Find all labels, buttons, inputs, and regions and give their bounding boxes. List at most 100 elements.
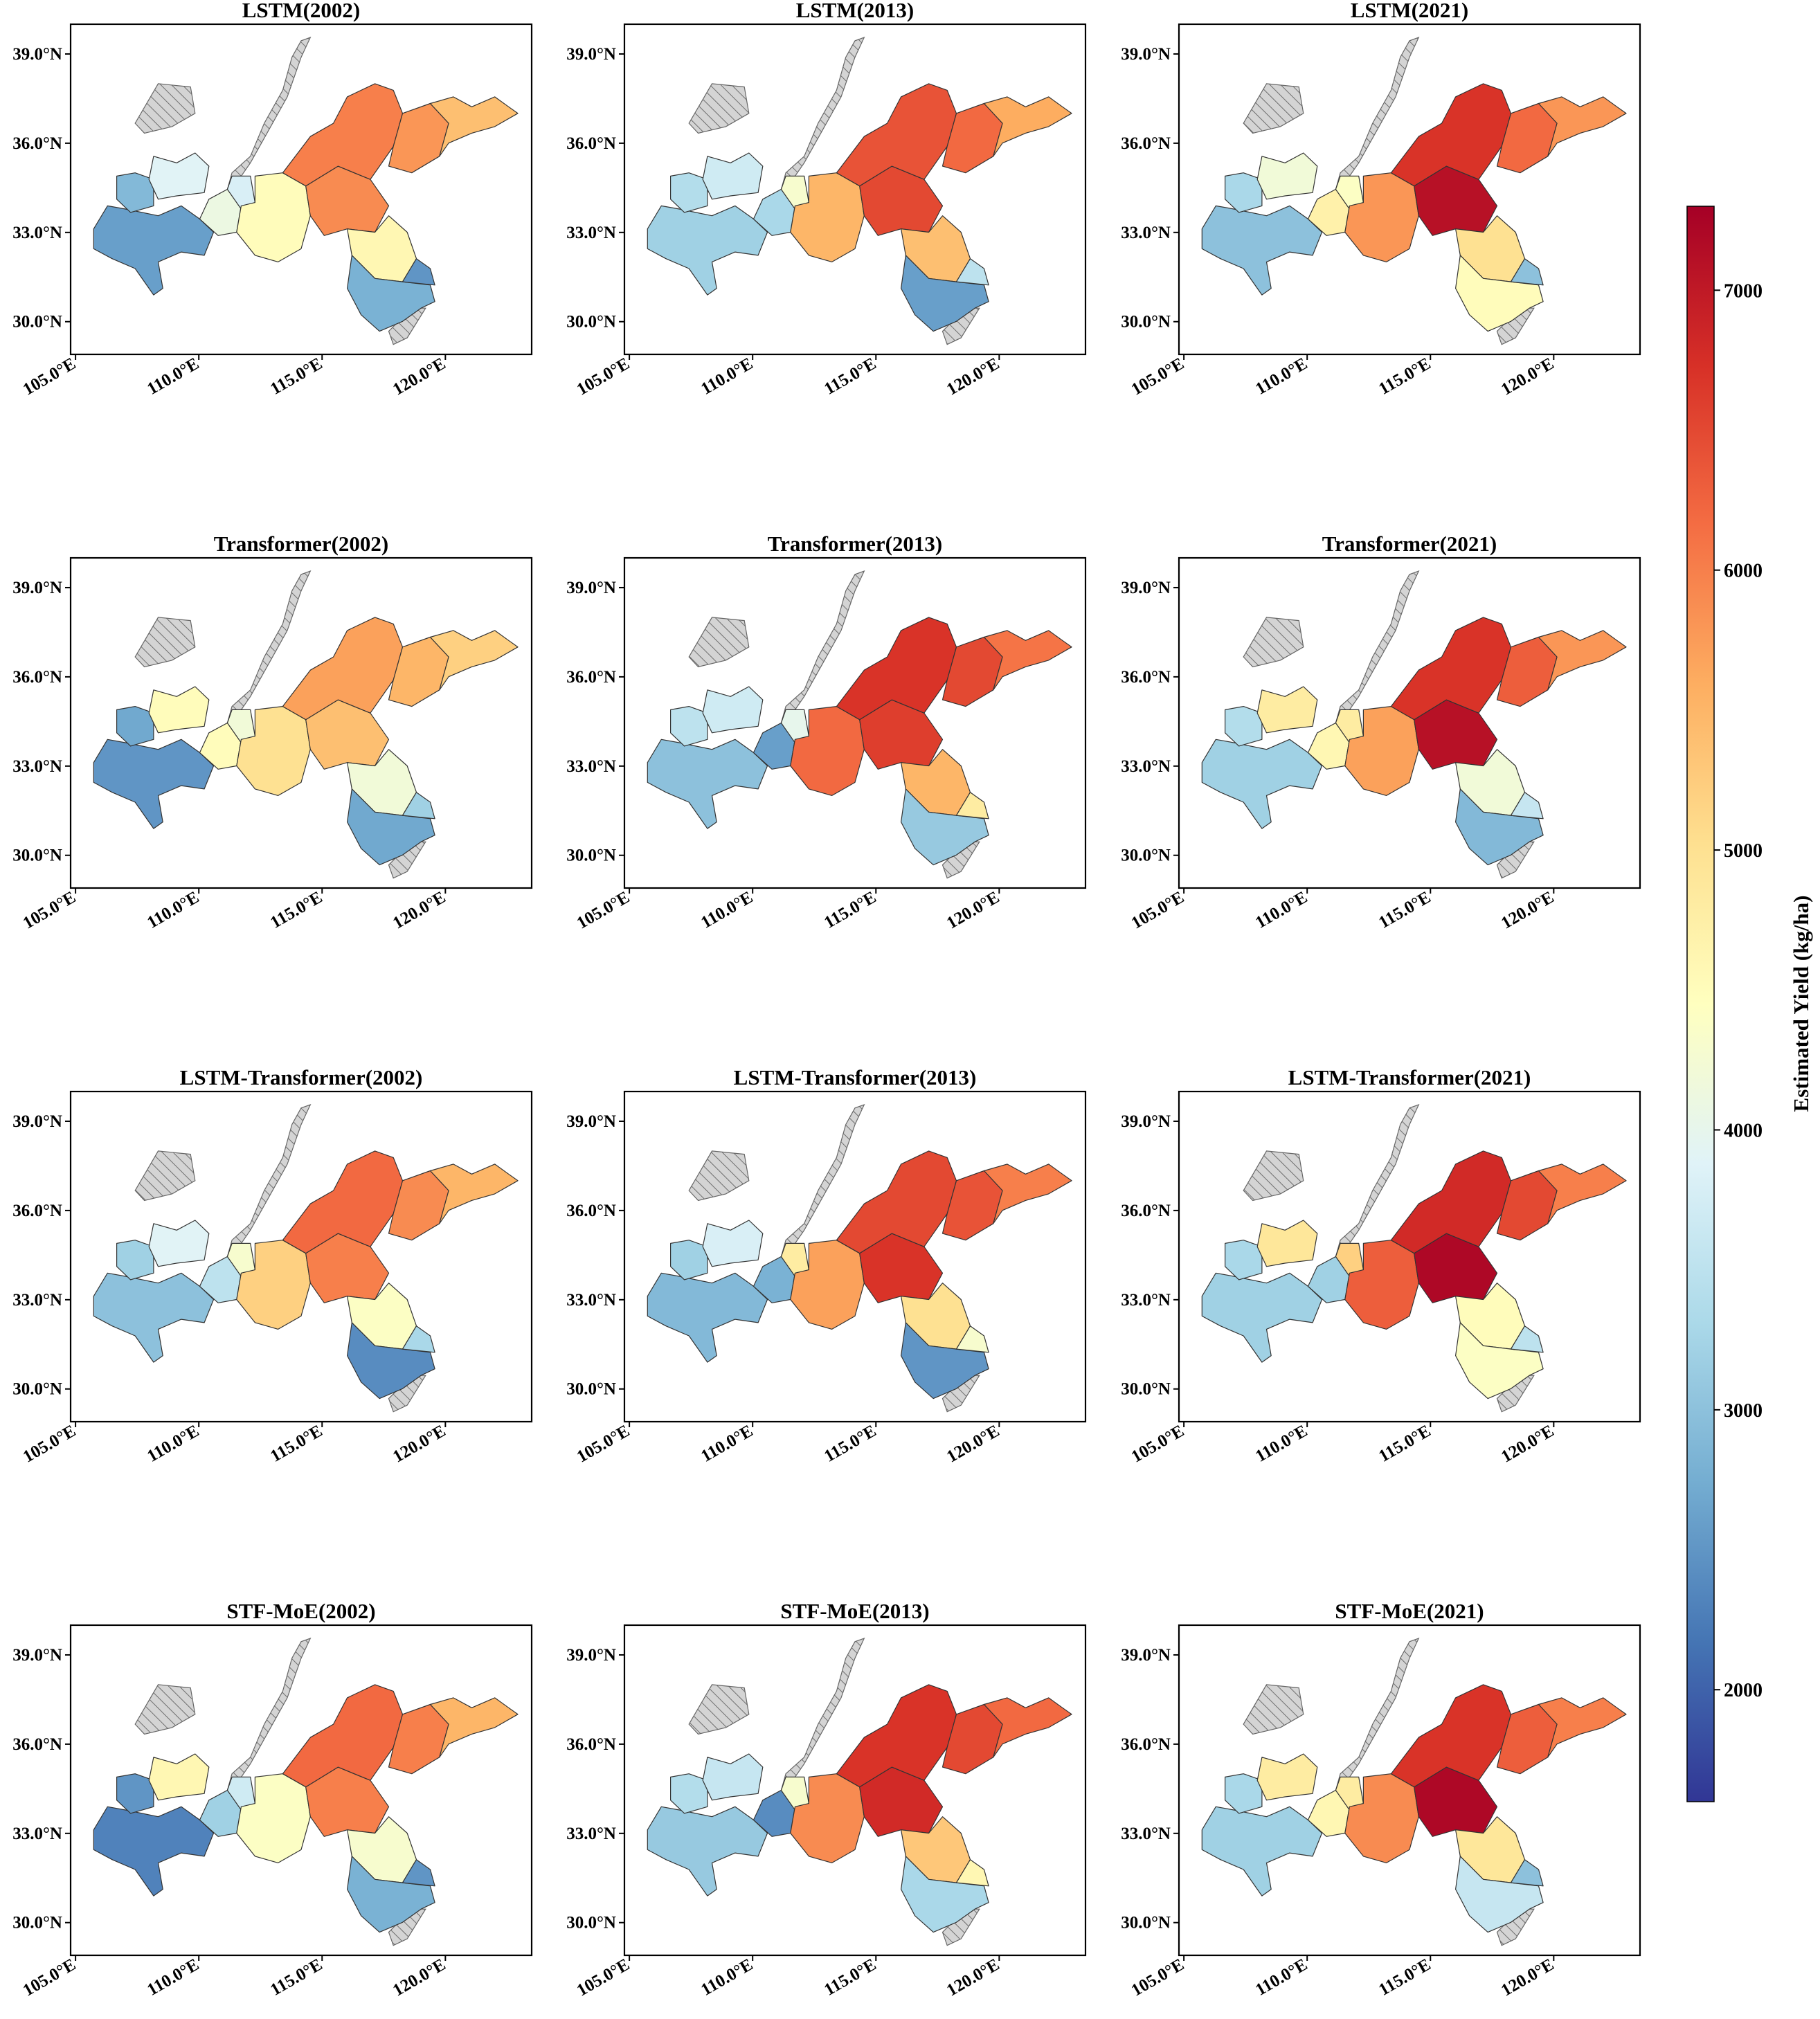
panel-title: LSTM-Transformer(2013) [734,1065,977,1089]
lon-tick-label: 110.0°E [144,1422,202,1466]
panel-title: Transformer(2002) [214,532,389,556]
lat-tick-label: 30.0°N [1121,1380,1171,1399]
region-west-sliver [116,705,154,747]
region-south-core [347,255,435,332]
region-east-peninsula [429,1697,519,1758]
lon-tick-label: 110.0°E [1252,1955,1310,2000]
no-data-region [1243,617,1304,668]
lat-tick-label: 36.0°N [566,668,616,687]
no-data-region [1243,1684,1304,1735]
lat-tick-label: 33.0°N [566,757,616,776]
panel-title: LSTM(2021) [1351,0,1469,22]
lon-tick-label: 105.0°E [1128,354,1187,399]
lon-tick-label: 115.0°E [1376,1955,1434,2000]
region-south-tip [955,1325,989,1353]
region-north-plain [836,83,957,187]
panels-grid: LSTM(2002) 39.0°N 36.0°N 33.0°N 30.0°N 105.0°… [12,0,1641,2000]
colorbar-tick-label: 6000 [1724,561,1763,582]
map-frame [623,1090,1087,1423]
region-north-strip [1256,152,1318,200]
region-connector [780,175,810,210]
map-panel: LSTM(2021) 39.0°N 36.0°N 33.0°N 30.0°N 105.0°… [1121,0,1641,399]
lat-tick-label: 33.0°N [1121,1291,1171,1310]
colorbar-tick-label: 4000 [1724,1120,1763,1141]
region-north-plain [1390,1684,1512,1788]
lat-tick-label: 30.0°N [566,313,616,332]
region-south-tip [1510,1325,1544,1353]
map-frame [623,556,1087,889]
region-north-plain [282,83,404,187]
lat-tick-label: 30.0°N [566,1914,616,1932]
region-east-peninsula [983,1164,1072,1224]
region-connector [226,709,255,743]
lon-tick-label: 105.0°E [1128,888,1187,933]
map-panel: Transformer(2013) 39.0°N 36.0°N 33.0°N 30.0°… [566,532,1087,933]
region-west-sliver [669,1773,708,1814]
lon-tick-label: 105.0°E [20,888,79,933]
region-west [1201,205,1323,296]
lat-tick-label: 39.0°N [566,579,616,597]
lon-tick-label: 110.0°E [698,1955,756,2000]
region-east-peninsula [429,96,519,157]
lat-tick-label: 39.0°N [566,45,616,64]
lat-tick-label: 36.0°N [566,134,616,153]
region-south-core [900,1322,989,1400]
map-frame [1178,556,1641,889]
region-south-core [1455,788,1544,866]
lon-tick-label: 120.0°E [390,888,449,933]
region-west-sliver [1224,1240,1263,1280]
region-south-tip [955,1859,989,1887]
no-data-region [1243,1150,1304,1202]
region-east-peninsula [1538,96,1627,157]
region-south-core [900,788,989,866]
region-south-tip [955,258,989,286]
region-south-core [900,1856,989,1933]
region-north-strip [148,1753,210,1801]
region-north-plain [836,1150,957,1254]
region-connector [780,1776,810,1811]
lon-tick-label: 105.0°E [1128,1422,1187,1467]
lon-tick-label: 110.0°E [144,354,202,399]
lat-tick-label: 39.0°N [1121,45,1171,64]
panel-title: Transformer(2021) [1322,532,1497,556]
lon-tick-label: 120.0°E [1498,888,1557,933]
region-north-strip [702,1753,764,1801]
lon-tick-label: 105.0°E [20,1422,79,1467]
lat-tick-label: 39.0°N [12,1112,62,1131]
region-south-core [1455,1322,1544,1400]
region-south-tip [402,1859,435,1887]
map-panel: STF-MoE(2013) 39.0°N 36.0°N 33.0°N 30.0°N 105… [566,1599,1087,2000]
region-west [93,739,215,829]
region-north-strip [1256,1220,1318,1267]
region-north-strip [702,1220,764,1267]
no-data-region [134,83,196,134]
map-frame [69,23,533,356]
region-south-tip [402,792,435,820]
region-east-peninsula [1538,1697,1627,1758]
lat-tick-label: 36.0°N [12,668,62,687]
no-data-region [134,617,196,668]
region-south-core [1455,255,1544,332]
lat-tick-label: 39.0°N [12,579,62,597]
region-west-sliver [116,172,154,213]
panel-title: LSTM-Transformer(2002) [180,1065,423,1089]
map-frame [1178,1090,1641,1423]
map-panel: Transformer(2002) 39.0°N 36.0°N 33.0°N 30.0°… [12,532,533,933]
lat-tick-label: 33.0°N [1121,1825,1171,1843]
region-connector [226,175,255,210]
region-east-peninsula [429,1164,519,1224]
region-west-sliver [669,172,708,213]
lon-tick-label: 110.0°E [698,354,756,399]
lat-tick-label: 36.0°N [1121,134,1171,153]
region-north-strip [148,1220,210,1267]
lon-tick-label: 115.0°E [821,1422,879,1466]
region-south-tip [1510,792,1544,820]
region-west [1201,739,1323,829]
region-north-strip [702,152,764,200]
lat-tick-label: 33.0°N [12,224,62,242]
lat-tick-label: 39.0°N [12,1646,62,1665]
lon-tick-label: 120.0°E [1498,354,1557,399]
region-west [647,1806,768,1896]
lat-tick-label: 36.0°N [12,134,62,153]
